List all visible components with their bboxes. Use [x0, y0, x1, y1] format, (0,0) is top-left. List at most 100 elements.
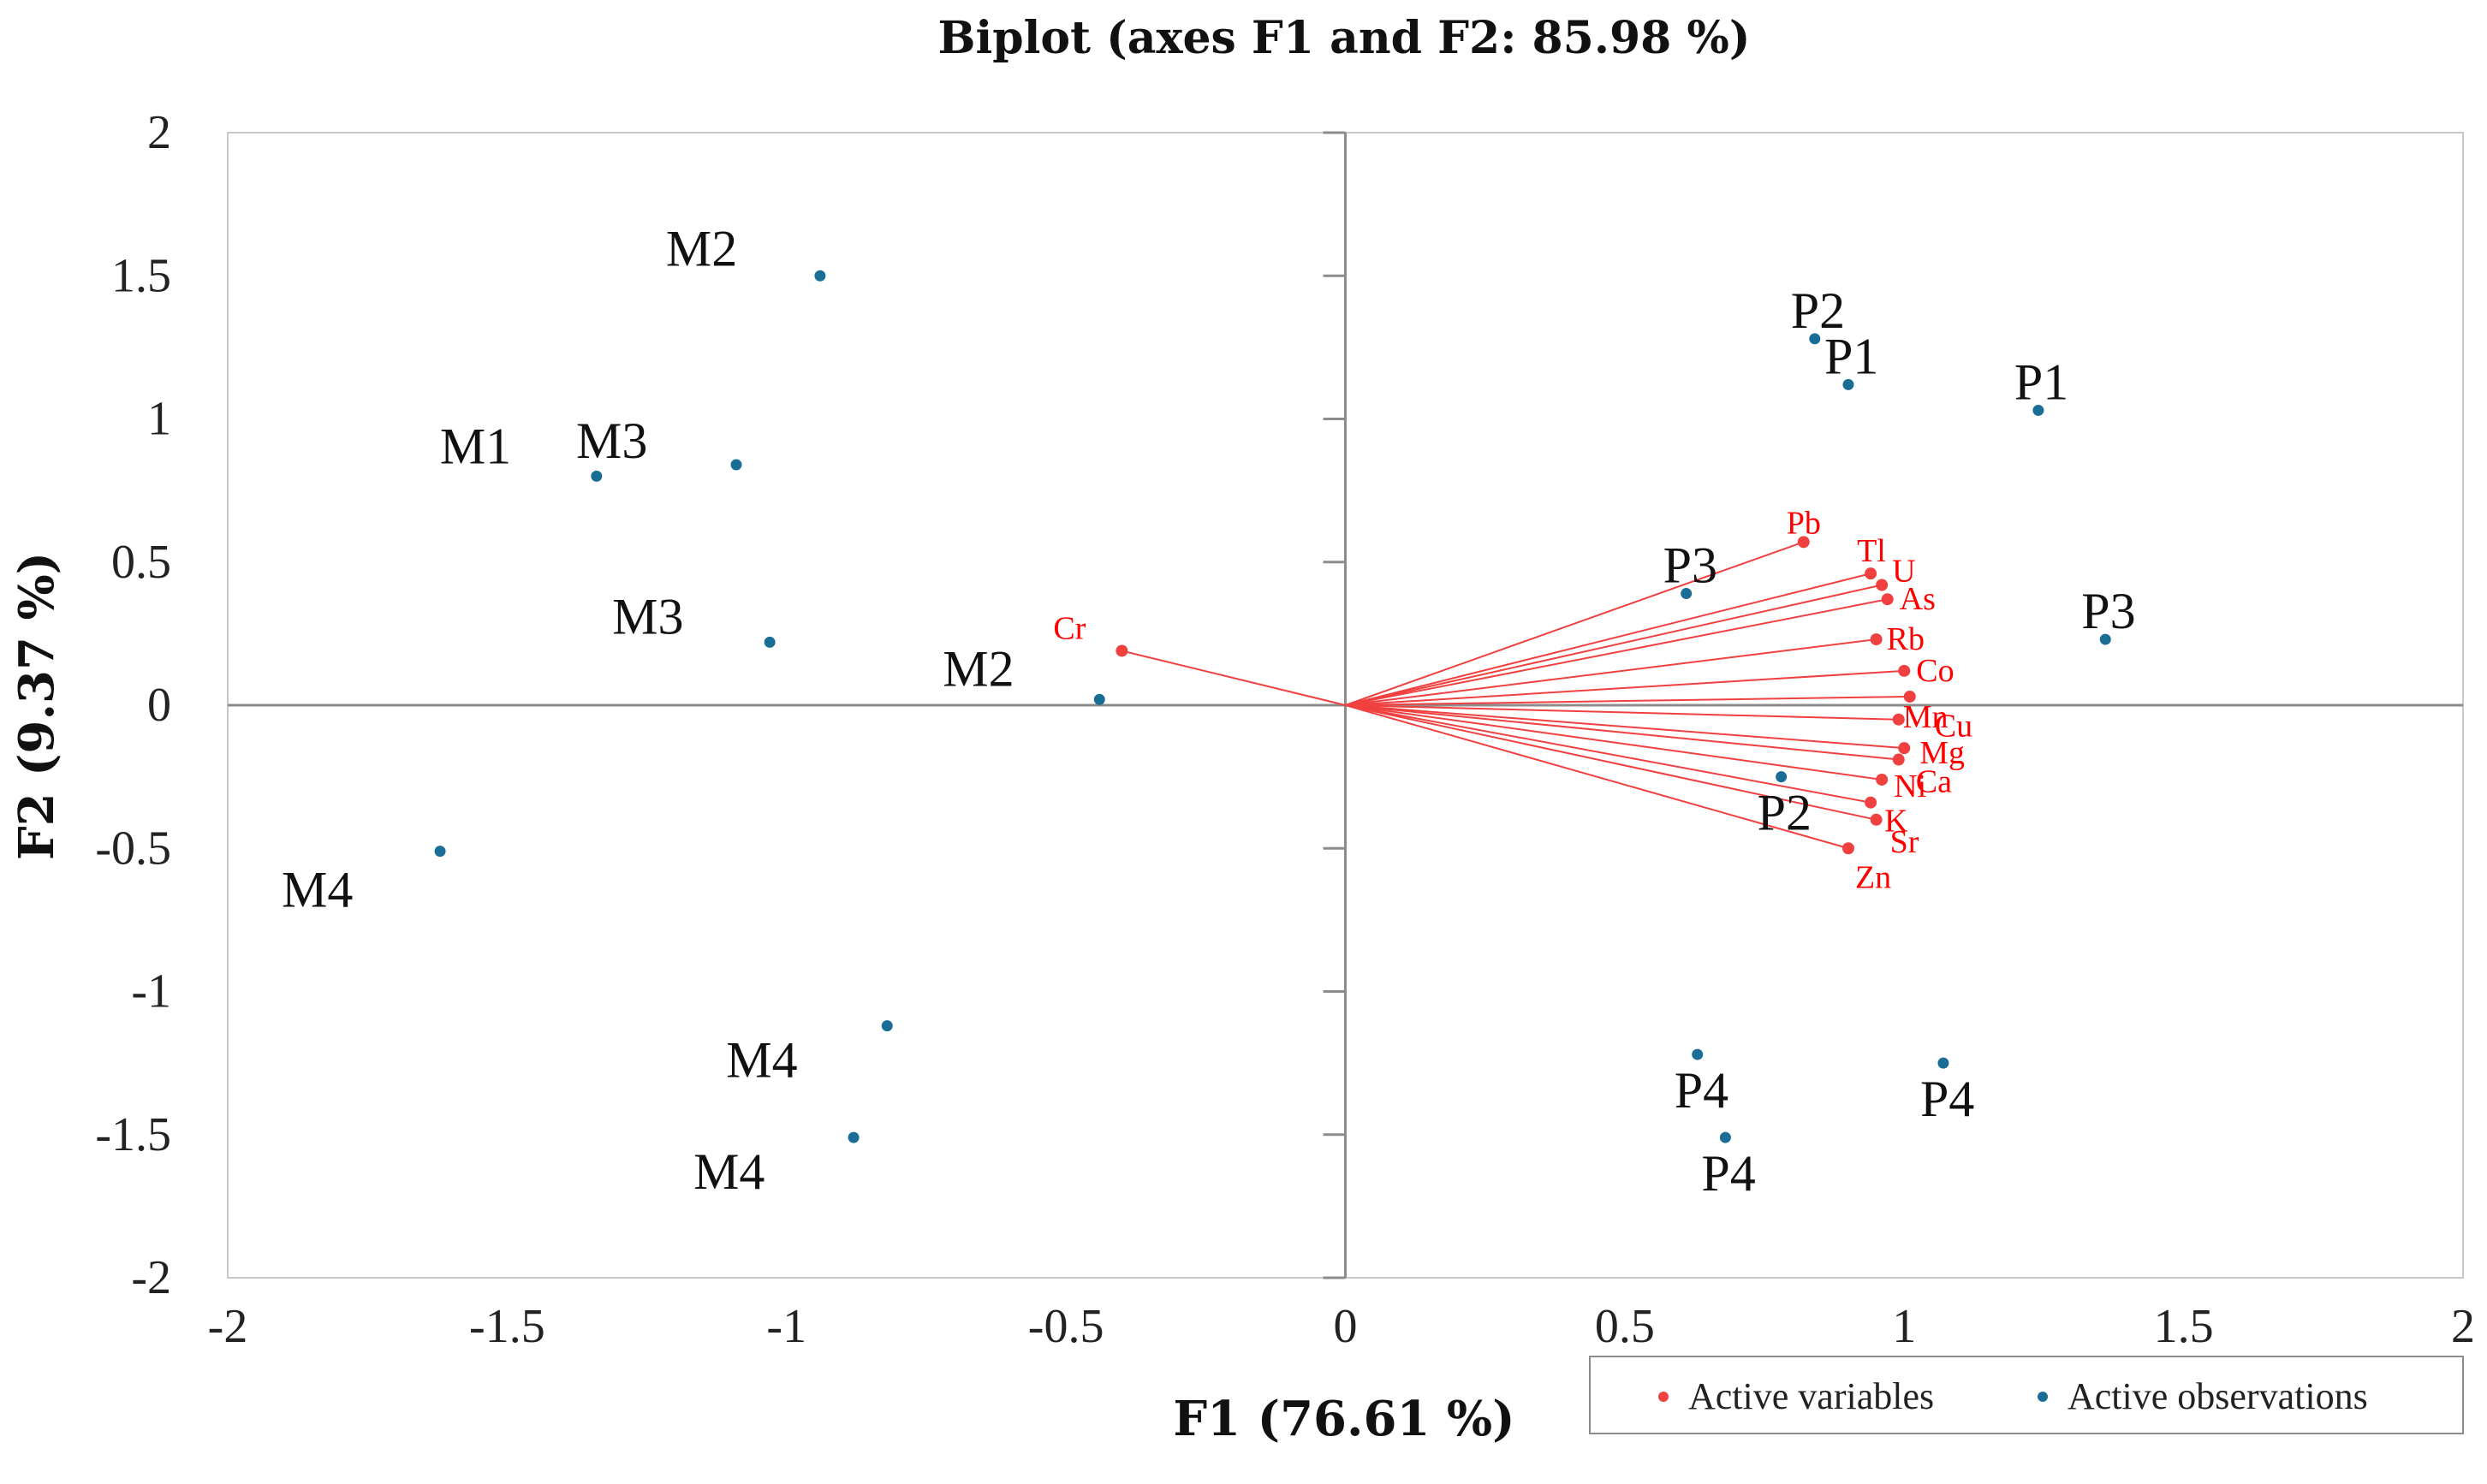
legend-observations-label: Active observations — [2068, 1375, 2368, 1417]
observation-point-m4 — [881, 1020, 893, 1032]
observation-point-m2 — [814, 270, 826, 282]
variable-point-zn — [1841, 842, 1854, 855]
vector-line-as — [1345, 598, 1888, 706]
variable-point-k — [1865, 796, 1877, 809]
legend-variables-marker — [1658, 1392, 1669, 1402]
vector-line-co — [1345, 669, 1905, 706]
y-tick-label-1-5: 1.5 — [111, 249, 171, 302]
x-tick-label-2: 2 — [2451, 1300, 2475, 1353]
x-tick-label-1-5: -1.5 — [469, 1300, 545, 1353]
observation-label-p3: P3 — [2081, 583, 2135, 639]
observation-point-m3 — [730, 459, 742, 471]
observation-point-m4 — [848, 1131, 860, 1143]
variable-point-cr — [1116, 644, 1128, 657]
vector-line-pb — [1345, 541, 1805, 706]
y-tick-label-1: 1 — [147, 393, 171, 446]
variable-point-ca — [1892, 753, 1905, 766]
y-axis-title: F2 (9.37 %) — [9, 552, 65, 860]
observation-label-m4: M4 — [726, 1032, 797, 1089]
observation-label-p3: P3 — [1663, 537, 1717, 594]
observation-label-m2: M2 — [943, 640, 1014, 697]
vector-line-zn — [1345, 704, 1849, 850]
vector-line-sr — [1345, 704, 1877, 821]
legend: Active variables Active observations — [1589, 1356, 2464, 1434]
variable-label-ca: Ca — [1916, 764, 1952, 800]
vector-line-cr — [1122, 650, 1346, 706]
chart-title: Biplot (axes F1 and F2: 85.98 %) — [938, 12, 1751, 64]
variable-label-as: As — [1900, 581, 1936, 617]
variable-point-tl — [1865, 567, 1877, 580]
variable-label-cr: Cr — [1053, 610, 1086, 646]
x-tick-label-1: -1 — [766, 1300, 806, 1353]
observation-point-p3 — [1681, 588, 1693, 600]
variable-label-co: Co — [1916, 653, 1954, 689]
y-tick-label-2: 2 — [147, 106, 171, 159]
observation-label-m3: M3 — [612, 588, 683, 644]
y-tick-label-0: 0 — [147, 679, 171, 732]
observation-label-m2: M2 — [666, 220, 737, 276]
variable-point-mg — [1898, 742, 1911, 755]
observation-point-p3 — [2099, 633, 2111, 645]
variable-point-pb — [1797, 536, 1810, 549]
y-axis-tick-labels: 2 1.5 1 0.5 0 -0.5 -1 -1.5 -2 — [95, 106, 171, 1304]
variable-label-tl: Tl — [1857, 533, 1886, 569]
observation-label-p1: P1 — [1824, 328, 1878, 384]
x-tick-label-0-5: 0.5 — [1595, 1300, 1655, 1353]
vector-line-k — [1345, 704, 1871, 804]
vector-line-mg — [1345, 704, 1905, 750]
x-tick-label-1-5: 1.5 — [2154, 1300, 2214, 1353]
x-tick-label-2: -2 — [208, 1300, 248, 1353]
observation-label-m3: M3 — [576, 413, 647, 469]
x-axis-tick-labels: -2 -1.5 -1 -0.5 0 0.5 1 1.5 2 — [208, 1300, 2475, 1353]
vector-line-rb — [1345, 638, 1877, 706]
variable-label-cu: Cu — [1935, 709, 1972, 745]
observation-label-p4: P4 — [1701, 1145, 1755, 1202]
x-axis-title: F1 (76.61 %) — [1173, 1391, 1514, 1447]
variable-point-ni — [1876, 773, 1889, 786]
legend-box — [1589, 1356, 2464, 1434]
observation-point-p4 — [1937, 1057, 1949, 1069]
variable-point-u — [1876, 579, 1889, 591]
observation-point-p2 — [1809, 333, 1821, 345]
observation-point-m1 — [591, 470, 603, 482]
observation-label-p2: P2 — [1791, 282, 1845, 339]
x-tick-label-0-5: -0.5 — [1028, 1300, 1104, 1353]
variable-point-cu — [1892, 713, 1905, 726]
y-tick-label-0-5: -0.5 — [95, 822, 171, 875]
vector-line-u — [1345, 584, 1883, 706]
observation-point-p4 — [1692, 1048, 1704, 1060]
observation-label-m1: M1 — [440, 418, 511, 474]
observation-point-m2 — [1093, 693, 1105, 705]
vector-line-ca — [1345, 704, 1899, 761]
observation-label-p1: P1 — [2014, 353, 2068, 410]
variable-point-as — [1881, 593, 1894, 606]
variable-label-pb: Pb — [1787, 505, 1821, 541]
y-tick-label-1: -1 — [131, 965, 171, 1018]
observation-label-p4: P4 — [1920, 1071, 1974, 1127]
vector-line-tl — [1345, 573, 1871, 706]
observation-label-m4: M4 — [282, 862, 353, 918]
y-tick-label-0-5: 0.5 — [111, 536, 171, 589]
variable-point-sr — [1870, 813, 1883, 826]
variable-label-ni: Ni — [1894, 769, 1926, 804]
variable-label-rb: Rb — [1887, 621, 1925, 657]
x-tick-label-1: 1 — [1892, 1300, 1916, 1353]
legend-variables-label: Active variables — [1688, 1375, 1934, 1417]
variable-point-mn — [1903, 690, 1916, 703]
vector-line-cu — [1345, 704, 1899, 721]
observation-point-m4 — [434, 846, 446, 858]
observation-point-p2 — [1776, 771, 1788, 783]
variable-point-rb — [1870, 633, 1883, 646]
y-tick-label-1-5: -1.5 — [95, 1108, 171, 1161]
observation-label-p2: P2 — [1758, 785, 1812, 841]
observation-point-p1 — [1842, 378, 1854, 390]
variable-label-sr: Sr — [1890, 824, 1919, 860]
variable-label-k: K — [1884, 804, 1908, 840]
variable-label-mn: Mn — [1903, 699, 1949, 735]
x-tick-label-0: 0 — [1334, 1300, 1358, 1353]
variable-label-mg: Mg — [1919, 735, 1965, 771]
